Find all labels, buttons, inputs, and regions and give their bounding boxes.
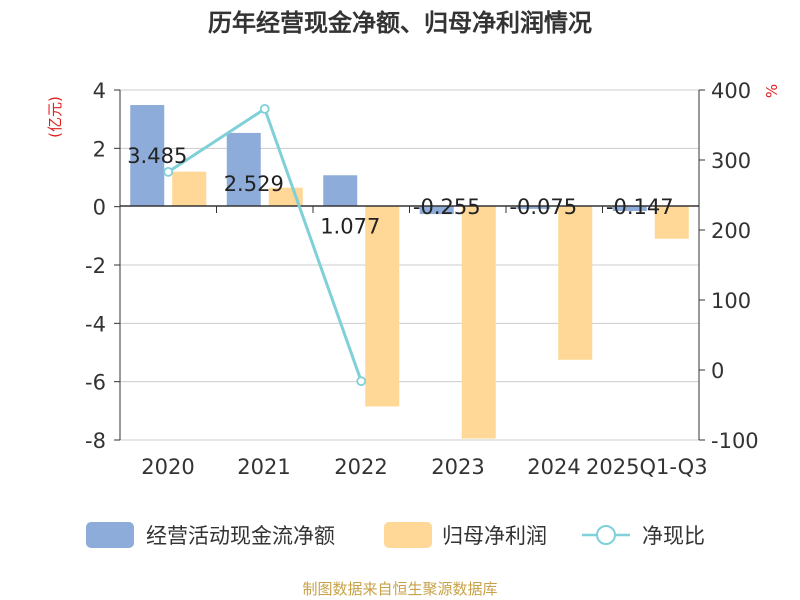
right-axis-tick-label: 100 xyxy=(711,289,751,313)
cashflow-bar xyxy=(419,206,454,215)
cashflow-bar xyxy=(323,175,358,206)
cashflow-value-label: 1.077 xyxy=(320,214,380,238)
left-axis-tick-label: 4 xyxy=(93,79,106,103)
net-profit-bar xyxy=(172,171,207,206)
left-axis-tick-label: -4 xyxy=(85,312,106,336)
left-axis-tick-label: -8 xyxy=(85,429,106,453)
cashflow-value-label: 2.529 xyxy=(224,172,284,196)
cashflow-value-label: -0.255 xyxy=(413,195,481,219)
data-labels: 3.485 2.529 1.077 -0.255 -0.075 -0.147 xyxy=(127,144,673,238)
cashflow-bar xyxy=(226,132,261,206)
left-axis-tick-label: 2 xyxy=(93,137,106,161)
ratio-line-path xyxy=(167,106,363,382)
legend-label: 净现比 xyxy=(642,524,705,548)
right-axis-tick-label: -100 xyxy=(711,429,759,453)
right-axis-tick-label: 300 xyxy=(711,149,751,173)
net-profit-bar xyxy=(461,206,496,439)
category-label: 2020 xyxy=(141,455,194,479)
left-axis-tick-label: -6 xyxy=(85,371,106,395)
net-profit-bar xyxy=(558,206,593,360)
axes: 4 2 0 -2 -4 -6 -8 400 300 200 100 0 -100 2020 2021 2022… xyxy=(85,79,759,479)
category-label: 2024 xyxy=(527,455,580,479)
category-label: 2021 xyxy=(237,455,290,479)
net-profit-bar xyxy=(365,206,400,407)
right-axis-tick-label: 400 xyxy=(711,79,751,103)
legend-label: 经营活动现金流净额 xyxy=(146,524,335,548)
ratio-point xyxy=(163,166,174,177)
left-axis-unit-label: (亿元) xyxy=(46,96,64,138)
legend-marker xyxy=(596,525,616,545)
cashflow-bar xyxy=(612,206,647,211)
chart-title: 历年经营现金净额、归母净利润情况 xyxy=(208,9,592,37)
source-note: 制图数据来自恒生聚源数据库 xyxy=(302,580,497,598)
ratio-point xyxy=(356,376,367,387)
cashflow-value-label: 3.485 xyxy=(127,144,187,168)
left-axis-tick-label: -2 xyxy=(85,254,106,278)
ratio-point xyxy=(259,104,270,114)
cashflow-bar xyxy=(130,105,165,206)
right-axis-tick-label: 0 xyxy=(711,359,724,383)
cashflow-value-label: -0.147 xyxy=(606,195,674,219)
cashflow-value-label: -0.075 xyxy=(509,195,577,219)
category-label: 2023 xyxy=(431,455,484,479)
legend: 经营活动现金流净额 归母净利润 净现比 xyxy=(86,522,705,548)
gridlines xyxy=(120,89,699,441)
ratio-line xyxy=(163,104,367,387)
cashflow-bar xyxy=(516,206,551,209)
right-axis-unit-label: % xyxy=(763,84,781,98)
legend-label: 归母净利润 xyxy=(442,524,547,548)
left-axis-tick-label: 0 xyxy=(93,196,106,220)
bars xyxy=(130,105,689,439)
right-axis-tick-label: 200 xyxy=(711,219,751,243)
category-label: 2025Q1-Q3 xyxy=(586,455,708,479)
net-profit-bar xyxy=(654,206,689,239)
category-label: 2022 xyxy=(334,455,387,479)
legend-swatch xyxy=(86,522,134,548)
legend-swatch xyxy=(384,522,432,548)
